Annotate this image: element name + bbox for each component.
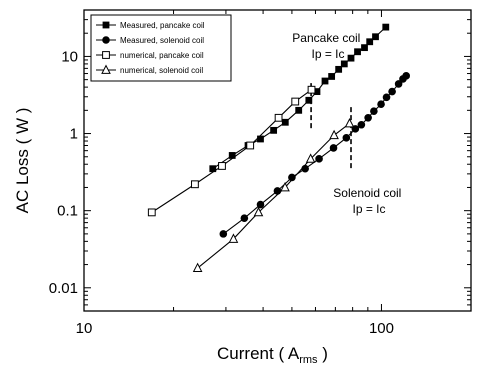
series-0-point bbox=[281, 118, 289, 126]
series-0-point bbox=[328, 73, 336, 80]
series-0-point bbox=[372, 33, 379, 41]
series-0-point bbox=[228, 152, 236, 159]
series-0-point bbox=[335, 65, 343, 73]
series-1-point bbox=[288, 173, 296, 182]
annotation-solenoid-line2: Ip = Ic bbox=[352, 202, 385, 216]
series-3-point bbox=[329, 129, 339, 140]
series-1-point bbox=[219, 230, 228, 238]
series-3-point bbox=[253, 206, 264, 217]
series-3-line bbox=[197, 123, 350, 269]
series-0-point bbox=[366, 38, 374, 46]
annotation-solenoid-line1: Solenoid coil bbox=[333, 186, 401, 200]
y-tick-label: 1 bbox=[70, 126, 78, 143]
series-0-point bbox=[361, 44, 368, 52]
series-2-point bbox=[191, 180, 199, 189]
series-1-point bbox=[394, 80, 403, 88]
plot-frame bbox=[83, 9, 472, 312]
series-0-point bbox=[305, 96, 313, 104]
series-1-point bbox=[370, 107, 378, 115]
series-0-line bbox=[212, 26, 387, 170]
series-0-point bbox=[257, 135, 264, 143]
series-2-point bbox=[147, 208, 156, 217]
annotation-pancake-line2: Ip = Ic bbox=[311, 47, 344, 61]
x-axis-title-tail: ) bbox=[318, 344, 328, 363]
annotation-solenoid: Solenoid coil Ip = Ic bbox=[333, 186, 404, 216]
series-1-point bbox=[357, 120, 366, 129]
annotation-pancake-line1: Pancake coil bbox=[292, 31, 360, 45]
series-1-point bbox=[273, 187, 282, 195]
series-2-line bbox=[151, 89, 312, 213]
x-axis-title-sub: rms bbox=[299, 354, 318, 366]
annotation-pancake: Pancake coil Ip = Ic bbox=[292, 31, 363, 61]
data-series bbox=[147, 23, 410, 272]
series-0-point bbox=[295, 106, 303, 114]
legend-marker-3 bbox=[101, 64, 111, 74]
series-0-point bbox=[354, 48, 361, 56]
series-0-point bbox=[347, 54, 355, 62]
series-3-point bbox=[280, 181, 290, 192]
series-1-point bbox=[382, 93, 391, 102]
y-tick-label: 10 bbox=[61, 48, 78, 65]
series-2-point bbox=[291, 97, 300, 106]
series-1 bbox=[219, 72, 410, 238]
series-2 bbox=[147, 85, 316, 217]
x-axis-title-main: Current ( A bbox=[217, 344, 300, 363]
series-3-point bbox=[228, 233, 239, 243]
series-0 bbox=[209, 23, 390, 173]
series-0-point bbox=[270, 126, 278, 134]
legend-marker-1 bbox=[102, 36, 110, 44]
series-0-point bbox=[340, 60, 348, 68]
series-3-point bbox=[192, 262, 203, 272]
y-tick-label: 0.1 bbox=[57, 203, 78, 220]
series-2-point bbox=[274, 113, 283, 122]
axis-ticks: 10 100 0.01 0.1 1 10 bbox=[49, 9, 472, 337]
x-axis-title: Current ( Arms ) bbox=[217, 344, 328, 366]
legend-label-3: numerical, solenoid coil bbox=[120, 66, 203, 75]
series-1-point bbox=[377, 100, 385, 109]
series-1-point bbox=[240, 214, 249, 222]
series-1-point bbox=[256, 200, 265, 209]
series-2-point bbox=[246, 141, 255, 150]
series-2-point bbox=[307, 85, 316, 94]
series-1-point bbox=[364, 114, 372, 122]
series-1-point bbox=[388, 87, 396, 96]
series-2-point bbox=[218, 162, 226, 170]
x-tick-label: 100 bbox=[369, 320, 394, 337]
series-3-point bbox=[344, 118, 355, 128]
legend-marker-0 bbox=[102, 21, 110, 29]
series-0-point bbox=[382, 23, 390, 31]
series-0-point bbox=[313, 88, 321, 95]
legend-label-1: Measured, solenoid coil bbox=[120, 36, 204, 45]
series-1-point bbox=[315, 155, 323, 163]
series-0-point bbox=[321, 77, 329, 85]
legend-label-2: numerical, pancake coil bbox=[120, 51, 204, 60]
annotation-markers bbox=[310, 83, 352, 169]
legend: Measured, pancake coil Measured, solenoid… bbox=[90, 14, 232, 82]
series-1-point bbox=[402, 72, 410, 80]
series-0-point bbox=[209, 165, 217, 173]
legend-label-0: Measured, pancake coil bbox=[120, 21, 205, 30]
y-axis-title: AC Loss ( W ) bbox=[13, 108, 32, 214]
y-tick-label: 0.01 bbox=[49, 280, 78, 297]
series-3 bbox=[192, 118, 355, 272]
series-1-point bbox=[342, 134, 351, 142]
legend-marker-2 bbox=[102, 51, 110, 59]
series-1-point bbox=[329, 144, 338, 152]
x-tick-label: 10 bbox=[76, 320, 93, 337]
series-3-point bbox=[305, 153, 316, 163]
